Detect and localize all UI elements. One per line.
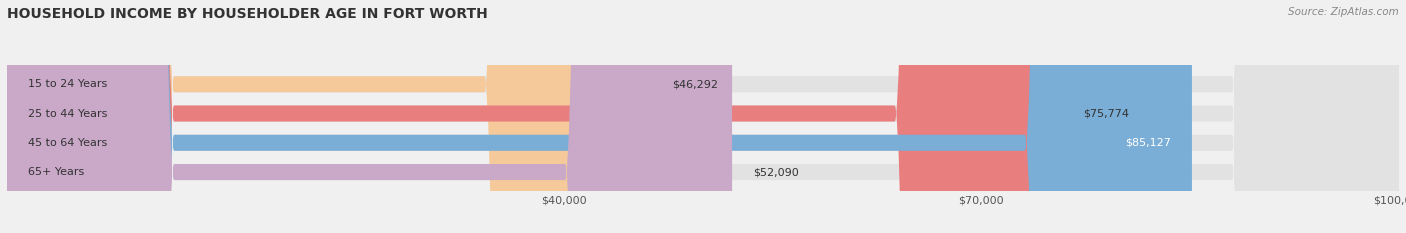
FancyBboxPatch shape <box>7 0 1399 233</box>
Text: $52,090: $52,090 <box>754 167 799 177</box>
FancyBboxPatch shape <box>7 0 1062 233</box>
Text: $85,127: $85,127 <box>1125 138 1171 148</box>
FancyBboxPatch shape <box>7 0 733 233</box>
Text: $46,292: $46,292 <box>672 79 718 89</box>
Text: $75,774: $75,774 <box>1083 109 1129 119</box>
Text: 15 to 24 Years: 15 to 24 Years <box>28 79 107 89</box>
FancyBboxPatch shape <box>7 0 1192 233</box>
Text: 45 to 64 Years: 45 to 64 Years <box>28 138 107 148</box>
Text: HOUSEHOLD INCOME BY HOUSEHOLDER AGE IN FORT WORTH: HOUSEHOLD INCOME BY HOUSEHOLDER AGE IN F… <box>7 7 488 21</box>
Text: 65+ Years: 65+ Years <box>28 167 84 177</box>
FancyBboxPatch shape <box>7 0 1399 233</box>
FancyBboxPatch shape <box>7 0 1399 233</box>
FancyBboxPatch shape <box>7 0 651 233</box>
Text: 25 to 44 Years: 25 to 44 Years <box>28 109 107 119</box>
FancyBboxPatch shape <box>7 0 1399 233</box>
Text: Source: ZipAtlas.com: Source: ZipAtlas.com <box>1288 7 1399 17</box>
